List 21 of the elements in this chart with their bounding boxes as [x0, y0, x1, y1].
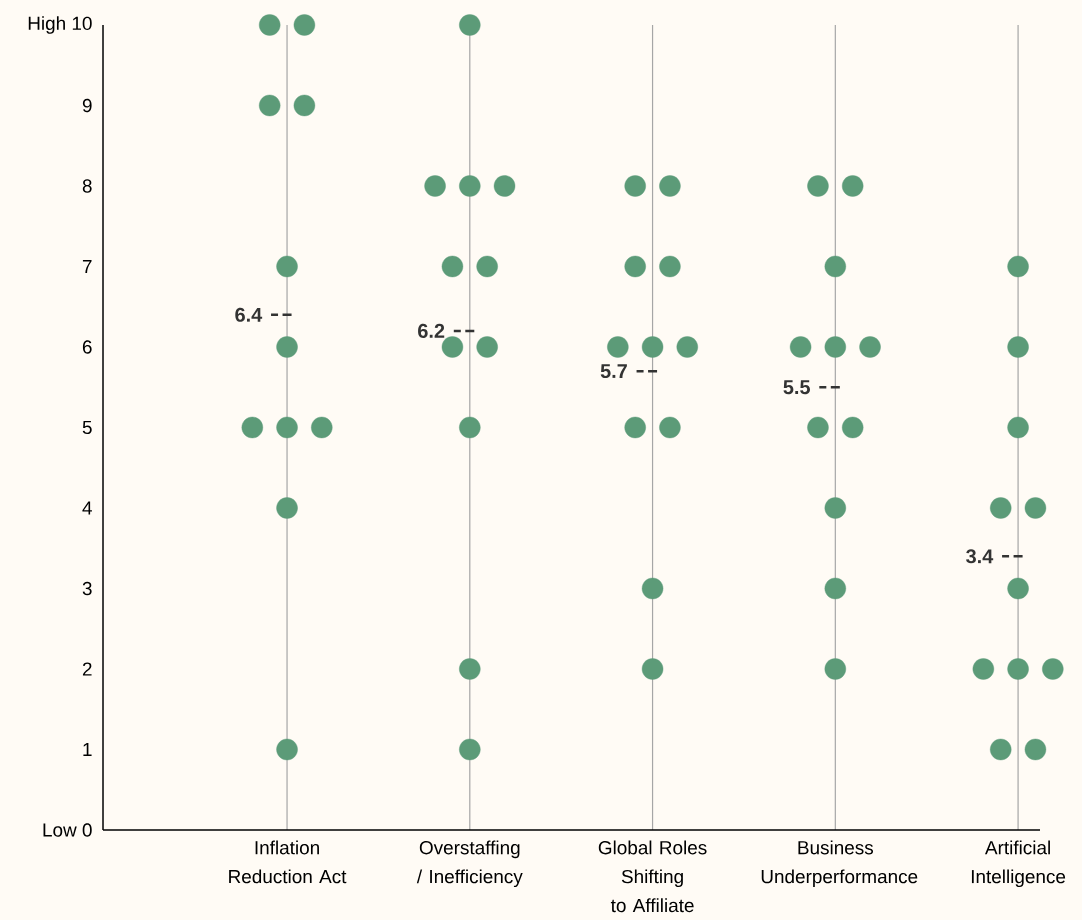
- data-label: 6.2: [418, 323, 445, 338]
- x-tick-label: Business Underperformance: [761, 840, 918, 888]
- y-tick-label: 2: [82, 662, 92, 676]
- data-label: 5.7: [600, 364, 627, 379]
- x-tick-label: Artificial Intelligence: [971, 840, 1066, 888]
- y-tick-label: Low 0: [43, 823, 92, 837]
- y-tick-label: 8: [82, 179, 92, 193]
- data-label: 5.5: [783, 380, 810, 395]
- y-tick-label: 5: [82, 420, 92, 435]
- x-tick-label: Overstaffing / Inefficiency: [416, 840, 523, 888]
- y-tick-label: 9: [82, 98, 92, 113]
- y-tick-label: High 10: [28, 16, 92, 34]
- y-tick-label: 1: [83, 742, 92, 756]
- y-tick-label: 4: [82, 501, 92, 515]
- data-label: 6.4: [235, 307, 263, 322]
- x-tick-label: Global Roles Shifting to Affiliate: [598, 840, 707, 913]
- y-tick-label: 6: [82, 340, 92, 354]
- y-tick-label: 3: [82, 581, 92, 596]
- data-label: 3.4: [966, 549, 994, 564]
- y-tick-label: 7: [82, 259, 92, 273]
- x-tick-label: Inflation Reduction Act: [229, 840, 347, 884]
